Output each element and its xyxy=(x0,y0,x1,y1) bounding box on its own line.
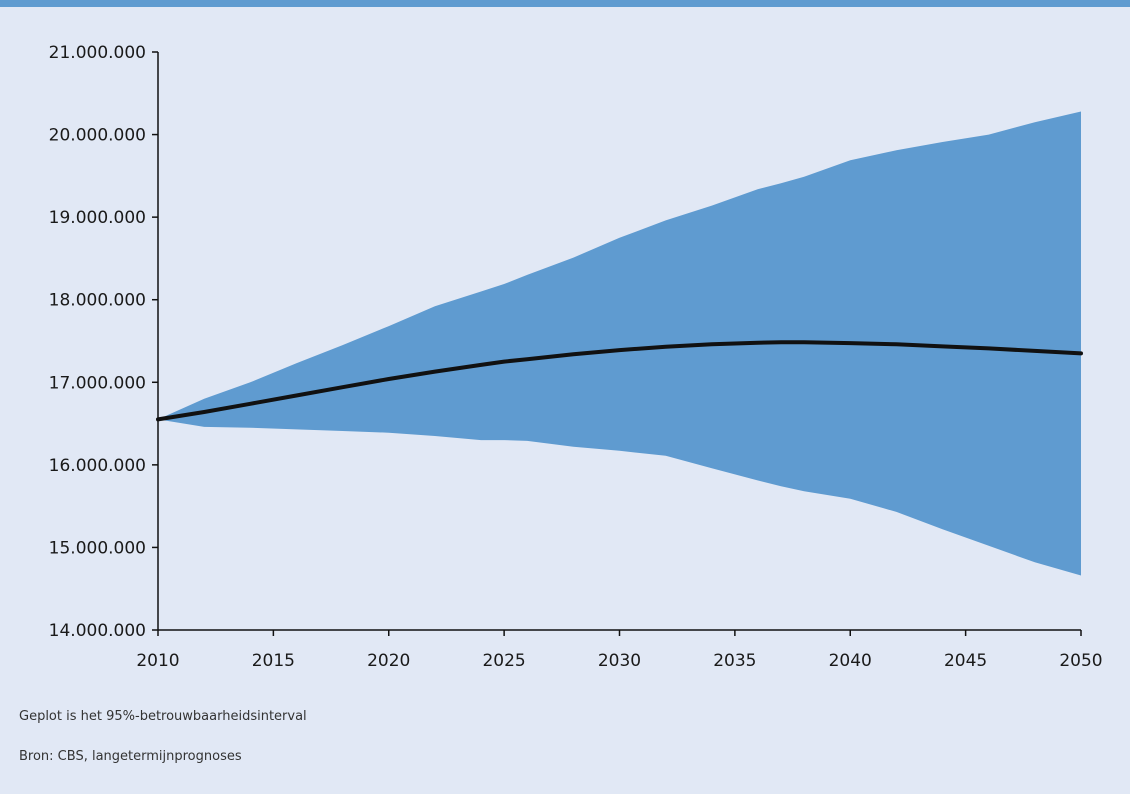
x-ticks: 2010 2015 2020 2025 2030 2035 2040 2045 2050 xyxy=(136,630,1103,671)
y-tick-label: 19.000.000 xyxy=(49,208,146,228)
interval-note: Geplot is het 95%-betrouwbaarheidsinterv… xyxy=(19,709,307,724)
x-tick-label: 2030 xyxy=(598,651,641,671)
y-tick-label: 15.000.000 xyxy=(49,538,146,558)
x-tick-label: 2035 xyxy=(713,651,756,671)
y-tick-label: 21.000.000 xyxy=(49,43,146,63)
x-tick-label: 2040 xyxy=(829,651,872,671)
y-tick-label: 20.000.000 xyxy=(49,126,146,146)
confidence-band xyxy=(158,111,1081,576)
x-tick-label: 2025 xyxy=(482,651,525,671)
forecast-line xyxy=(156,340,1083,422)
x-tick-label: 2010 xyxy=(136,651,179,671)
source-note: Bron: CBS, langetermijnprognoses xyxy=(19,749,242,764)
x-tick-label: 2015 xyxy=(252,651,295,671)
x-tick-label: 2020 xyxy=(367,651,410,671)
y-tick-label: 16.000.000 xyxy=(49,456,146,476)
top-accent-bar xyxy=(0,0,1130,7)
x-tick-label: 2050 xyxy=(1059,651,1102,671)
y-tick-label: 17.000.000 xyxy=(49,373,146,393)
x-tick-label: 2045 xyxy=(944,651,987,671)
y-tick-label: 14.000.000 xyxy=(49,621,146,641)
y-ticks: 14.000.000 15.000.000 16.000.000 17.000.000… xyxy=(49,43,158,641)
y-tick-label: 18.000.000 xyxy=(49,291,146,311)
